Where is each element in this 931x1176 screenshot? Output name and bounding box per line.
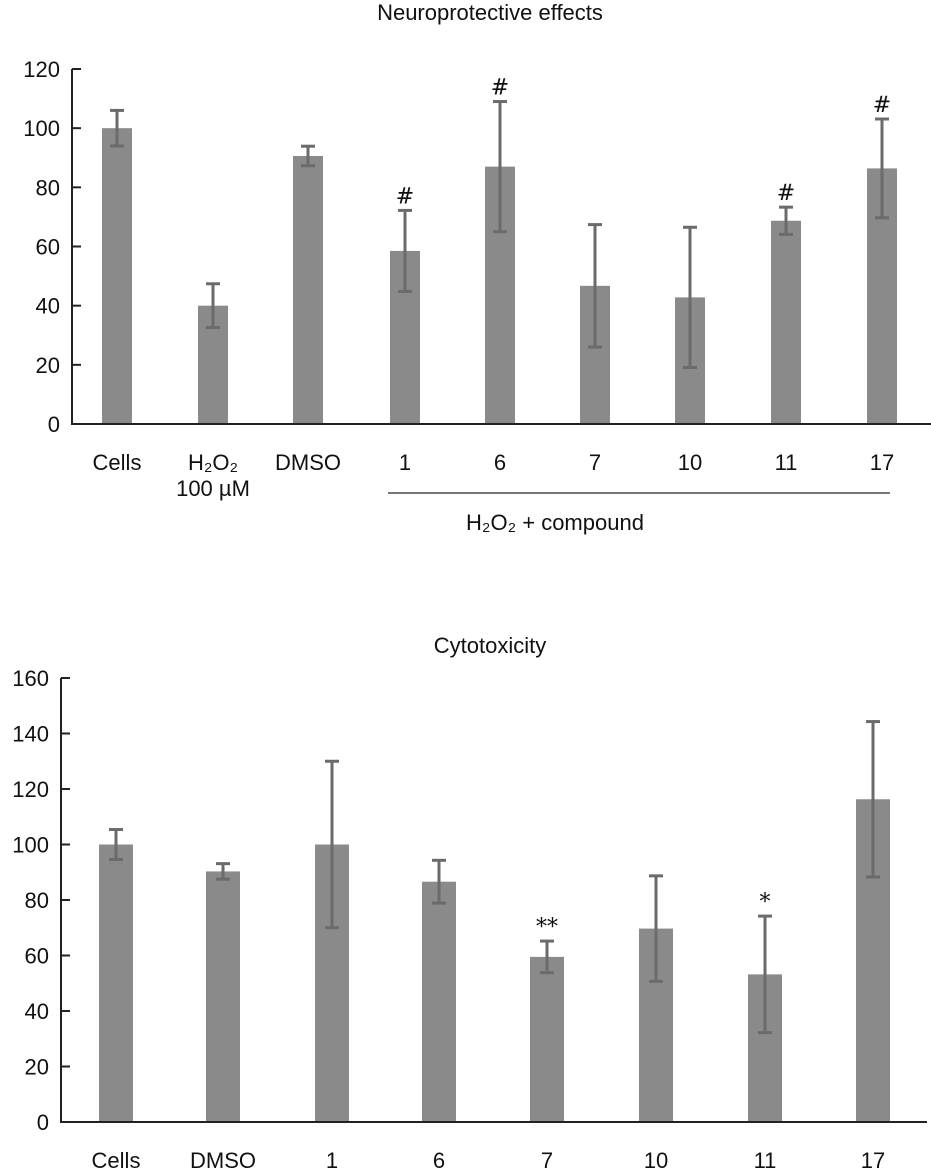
x-tick-sublabel: 100 µM [176,476,250,501]
significance-marker: # [491,76,509,101]
significance-marker: ** [536,915,558,940]
x-tick-label: 10 [644,1148,668,1173]
y-tick-label: 20 [25,1055,49,1080]
bar [422,881,456,1122]
y-tick-label: 0 [37,1110,49,1135]
x-tick-label: Cells [92,1148,141,1173]
chart-2-title: Cytotoxicity [434,633,546,658]
x-tick-label: 17 [861,1148,885,1173]
x-tick-label: 7 [589,450,601,475]
x-tick-label: H₂O₂ [188,450,238,475]
y-tick-label: 40 [36,294,60,319]
y-tick-label: 60 [36,235,60,260]
significance-marker: # [777,181,795,206]
bar [99,844,133,1122]
bar [530,956,564,1122]
group-label: H₂O₂ + compound [466,510,644,535]
x-tick-label: DMSO [275,450,341,475]
x-tick-label: 1 [326,1148,338,1173]
x-tick-label: 6 [433,1148,445,1173]
chart-cytotoxicity: Cells DMSO 1 6 ** 7 10 * 11 17 0 20 40 60 80 100 120 140 1… [12,666,927,1173]
y-tick-label: 140 [12,722,49,747]
y-tick-label: 120 [12,777,49,802]
y-tick-label: 120 [23,57,60,82]
y-tick-label: 80 [25,888,49,913]
x-tick-label: 10 [678,450,702,475]
bar [206,871,240,1122]
significance-marker: # [396,184,414,209]
x-tick-label: Cells [93,450,142,475]
y-tick-label: 100 [12,833,49,858]
significance-marker: # [873,93,891,118]
y-tick-label: 0 [48,412,60,437]
x-tick-label: 17 [870,450,894,475]
x-tick-label: DMSO [190,1148,256,1173]
x-tick-label: 11 [775,450,798,475]
y-tick-label: 20 [36,353,60,378]
bar [771,220,801,424]
y-tick-label: 160 [12,666,49,691]
bar [102,128,132,424]
y-tick-label: 60 [25,944,49,969]
x-tick-label: 11 [754,1148,777,1173]
x-tick-label: 1 [399,450,411,475]
significance-marker: * [760,890,771,915]
bar [293,155,323,424]
y-tick-label: 100 [23,116,60,141]
x-tick-label: 7 [541,1148,553,1173]
chart-1-title: Neuroprotective effects [377,0,603,25]
y-tick-label: 40 [25,999,49,1024]
x-tick-label: 6 [494,450,506,475]
y-tick-label: 80 [36,175,60,200]
